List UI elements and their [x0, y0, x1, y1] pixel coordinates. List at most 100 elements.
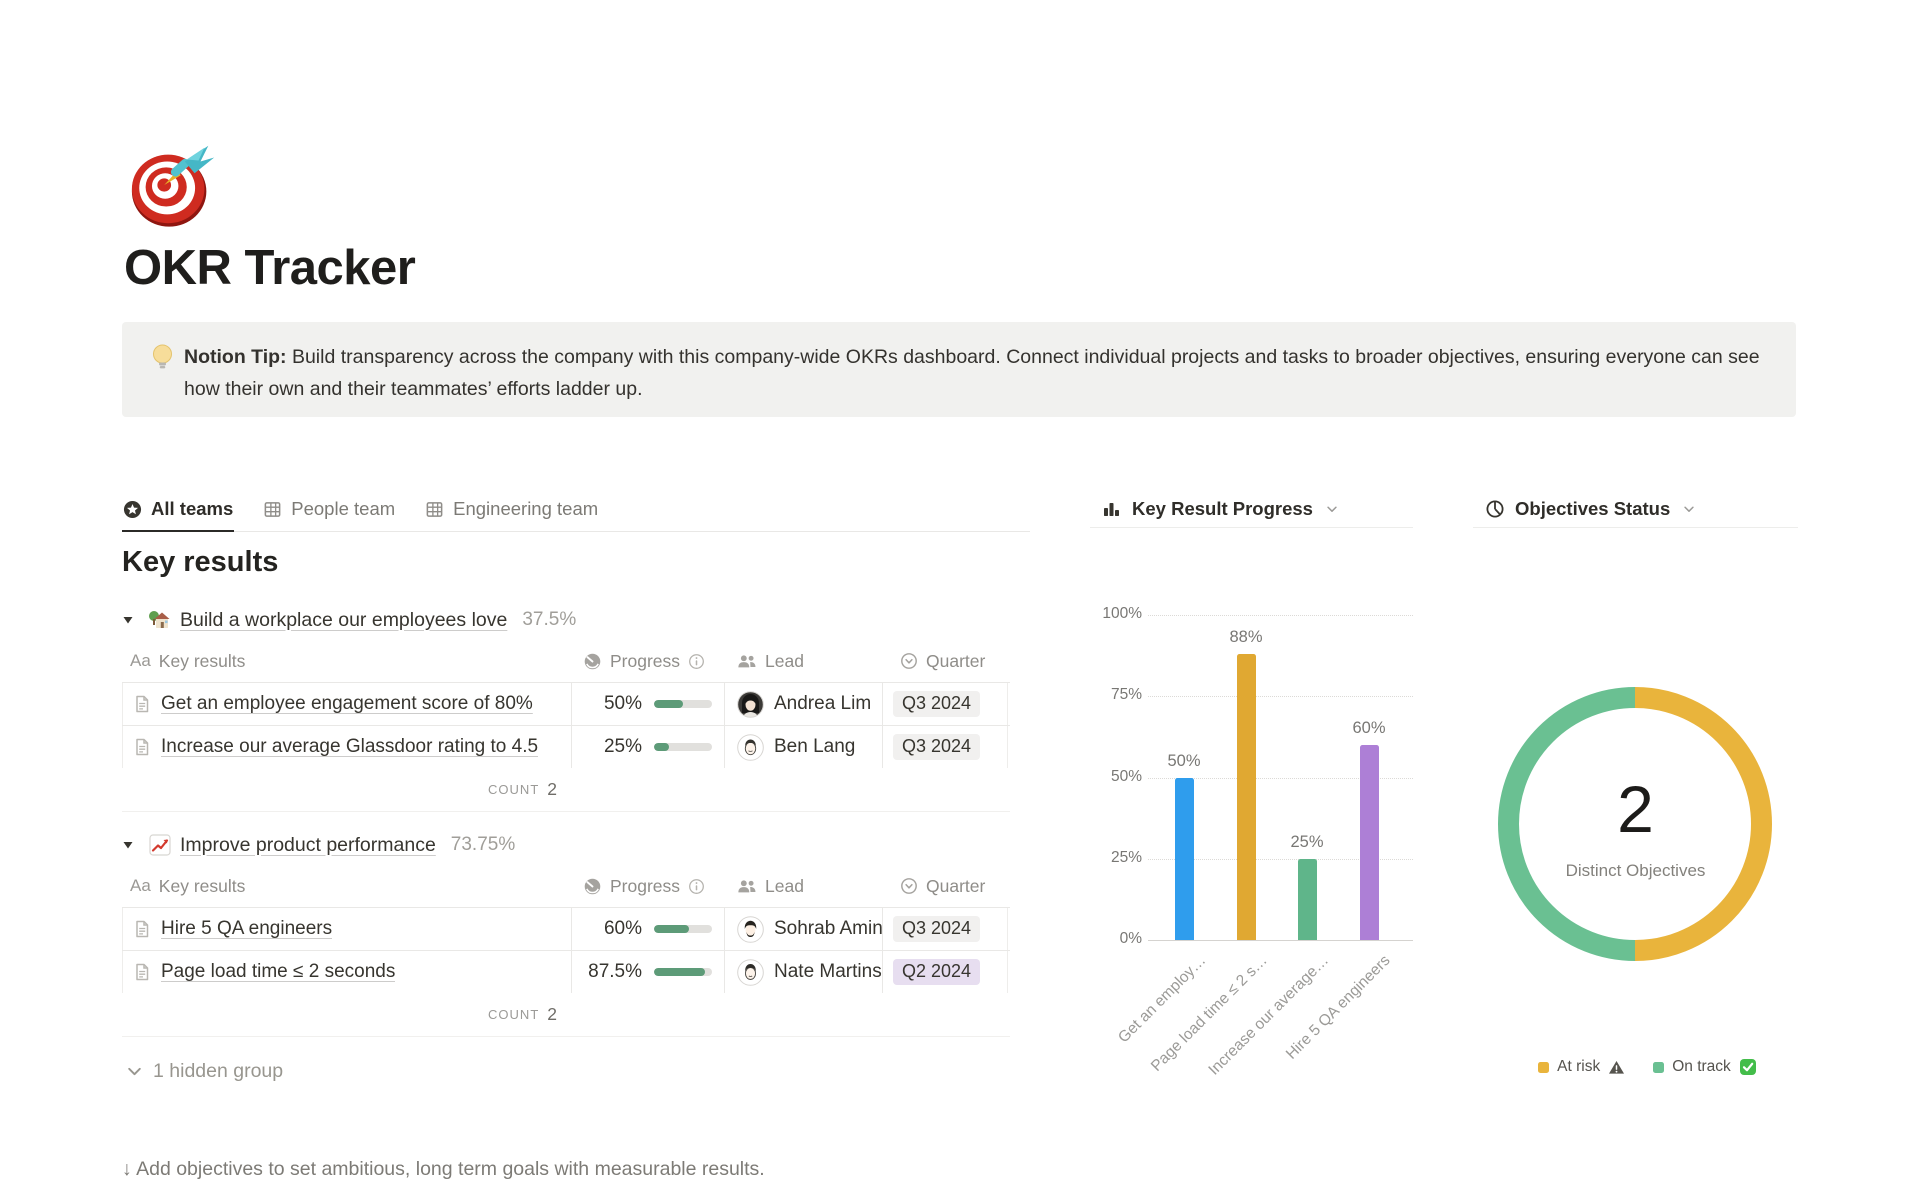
chevron-down-icon[interactable] — [1682, 502, 1696, 516]
group-toggle-icon[interactable] — [122, 839, 148, 851]
key-result-link[interactable]: Increase our average Glassdoor rating to… — [161, 736, 539, 757]
y-axis-tick: 75% — [1110, 686, 1142, 704]
progress-value: 87.5% — [588, 961, 642, 982]
distinct-objectives-count: 2 — [1617, 772, 1654, 846]
x-axis-label-text: Increase our average… — [1205, 952, 1333, 1079]
count-label: COUNT — [488, 1007, 540, 1022]
tab-all-teams[interactable]: All teams — [122, 494, 235, 532]
column-header-quarter[interactable]: Quarter — [883, 640, 1008, 682]
bar-chart-plot: 0% 25% 50% 75% 100% 50% Get an employ… 88% Page … — [1090, 528, 1413, 1079]
column-label: Quarter — [926, 650, 986, 671]
group-toggle-icon[interactable] — [122, 614, 148, 626]
tab-label: People team — [291, 498, 396, 520]
legend-label: At risk — [1557, 1058, 1601, 1075]
progress-cell: 87.5% — [572, 951, 725, 993]
key-result-link[interactable]: Hire 5 QA engineers — [161, 918, 333, 939]
quarter-badge[interactable]: Q3 2024 — [893, 916, 981, 942]
count-label: COUNT — [488, 782, 540, 797]
warning-icon — [1608, 1060, 1625, 1075]
count-value: 2 — [547, 779, 557, 799]
key-results-groups: Build a workplace our employees love 37.5… — [122, 600, 1010, 1050]
column-header-lead[interactable]: Lead — [725, 865, 883, 907]
x-axis-label-text: Hire 5 QA engineers — [1283, 952, 1395, 1063]
lead-name: Nate Martins — [774, 961, 882, 982]
chart-panel-title[interactable]: Key Result Progress — [1090, 490, 1413, 527]
status-panel-title[interactable]: Objectives Status — [1473, 490, 1798, 527]
gauge-icon — [583, 652, 602, 671]
avatar — [737, 915, 764, 943]
text-property-icon: Aa — [130, 651, 151, 670]
house-garden-emoji — [148, 608, 172, 632]
count[interactable]: COUNT 2 — [122, 768, 572, 811]
table-row: Page load time ≤ 2 seconds 87.5% Nate Mart… — [122, 950, 1010, 993]
bar-value-label: 60% — [1352, 719, 1386, 737]
table-row: Hire 5 QA engineers 60% Sohrab Amin Q3 2024 — [122, 907, 1010, 950]
chart-up-emoji — [148, 833, 172, 857]
bar-1 — [1174, 777, 1194, 940]
column-label: Quarter — [926, 875, 986, 896]
progress-bar-fill — [654, 700, 683, 708]
chevron-down-icon[interactable] — [1325, 502, 1339, 516]
bar-value-label: 50% — [1167, 751, 1201, 770]
key-result-cell: Increase our average Glassdoor rating to… — [122, 726, 572, 768]
y-axis-tick: 25% — [1110, 848, 1142, 866]
progress-bar-fill — [654, 743, 669, 751]
quarter-badge[interactable]: Q2 2024 — [893, 959, 981, 985]
tab-people-team[interactable]: People team — [262, 494, 396, 531]
y-axis-tick: 50% — [1110, 767, 1142, 785]
quarter-cell: Q3 2024 — [883, 726, 1008, 768]
quarter-badge[interactable]: Q3 2024 — [893, 734, 981, 760]
key-result-cell: Hire 5 QA engineers — [122, 908, 572, 950]
group-title-link[interactable]: Improve product performance — [180, 833, 436, 856]
key-result-link[interactable]: Page load time ≤ 2 seconds — [161, 961, 396, 982]
x-axis-label-text: Page load time ≤ 2 s… — [1148, 952, 1272, 1075]
panel-divider — [1473, 527, 1798, 528]
legend-item-at-risk[interactable]: At risk — [1538, 1058, 1625, 1076]
dart-target-emoji[interactable] — [126, 136, 224, 234]
column-header-progress[interactable]: Progress — [572, 640, 725, 682]
quarter-badge[interactable]: Q3 2024 — [893, 691, 981, 717]
gauge-icon — [583, 877, 602, 896]
column-label: Progress — [610, 875, 681, 896]
bar-4 — [1359, 745, 1379, 940]
group-progress-percent: 37.5% — [522, 609, 577, 630]
tab-engineering-team[interactable]: Engineering team — [424, 494, 599, 531]
legend-swatch — [1538, 1061, 1550, 1073]
objective-group: Build a workplace our employees love 37.5… — [122, 600, 1010, 812]
column-header-progress[interactable]: Progress — [572, 865, 725, 907]
page-icon — [132, 919, 152, 939]
column-header-key-results[interactable]: Aa Key results — [122, 865, 572, 907]
column-header-lead[interactable]: Lead — [725, 640, 883, 682]
view-tabs: All teams People team Engineering team — [122, 494, 1030, 532]
hidden-group-label: 1 hidden group — [153, 1059, 284, 1082]
lead-cell: Ben Lang — [725, 726, 883, 768]
progress-cell: 60% — [572, 908, 725, 950]
legend-item-on-track[interactable]: On track — [1653, 1058, 1757, 1076]
avatar — [737, 733, 764, 761]
avatar — [737, 690, 764, 718]
column-header-key-results[interactable]: Aa Key results — [122, 640, 572, 682]
page-title: OKR Tracker — [124, 241, 416, 295]
count-row: COUNT 2 — [122, 768, 1010, 812]
count[interactable]: COUNT 2 — [122, 993, 572, 1036]
donut-chart: 2 Distinct Objectives At risk On track — [1473, 528, 1798, 1075]
column-header-quarter[interactable]: Quarter — [883, 865, 1008, 907]
progress-bar-fill — [654, 968, 705, 976]
pie-chart-icon — [1486, 500, 1504, 517]
column-label: Lead — [765, 875, 804, 896]
key-result-cell: Page load time ≤ 2 seconds — [122, 951, 572, 993]
bar-2 — [1236, 654, 1256, 940]
text-property-icon: Aa — [130, 876, 151, 895]
info-icon — [688, 653, 705, 670]
add-objectives-note: ↓ Add objectives to set ambitious, long … — [122, 1158, 765, 1180]
progress-value: 50% — [603, 693, 642, 714]
table-header-row: Aa Key results Progress Lead Quarter — [122, 865, 1010, 907]
distinct-objectives-label: Distinct Objectives — [1565, 861, 1706, 880]
key-result-link[interactable]: Get an employee engagement score of 80% — [161, 693, 533, 714]
hidden-group-toggle[interactable]: 1 hidden group — [126, 1056, 283, 1086]
group-title-link[interactable]: Build a workplace our employees love — [180, 608, 508, 631]
table-icon — [263, 500, 282, 519]
chevron-down-icon — [128, 1067, 141, 1075]
tip-label: Notion Tip: — [184, 346, 287, 368]
count-row: COUNT 2 — [122, 993, 1010, 1037]
